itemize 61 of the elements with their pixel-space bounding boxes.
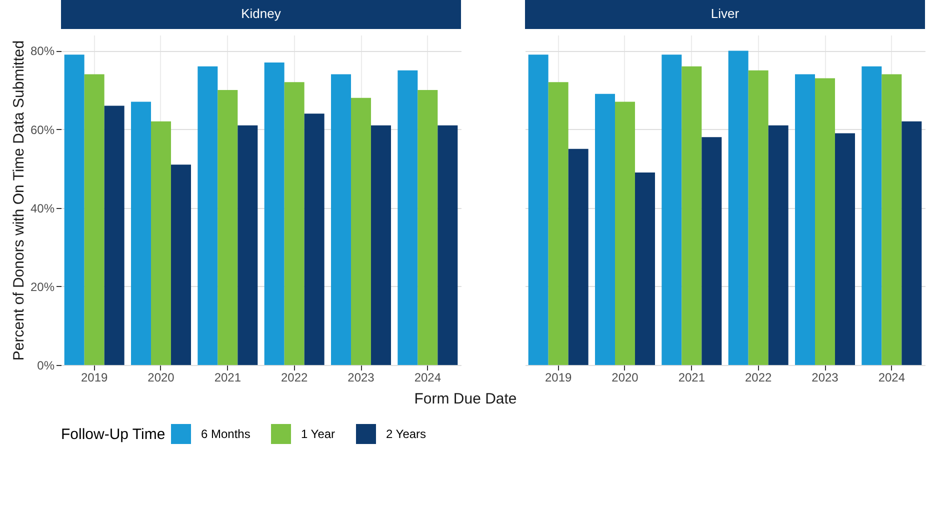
bar: [351, 98, 371, 365]
bar: [768, 125, 788, 365]
bar: [815, 78, 835, 365]
x-axis-title: Form Due Date: [414, 390, 517, 408]
bar: [304, 114, 324, 365]
x-tick-label: 2021: [214, 370, 242, 384]
bar: [64, 54, 84, 365]
x-tick-label: 2022: [280, 370, 308, 384]
bar: [902, 121, 922, 365]
bar: [284, 82, 304, 365]
x-tick-label: 2024: [878, 370, 906, 384]
bar: [728, 50, 748, 365]
bar: [595, 94, 615, 365]
bar: [418, 90, 438, 365]
bar: [398, 70, 418, 365]
bar: [795, 74, 815, 365]
y-tick-label: 0%: [37, 358, 55, 372]
bar: [198, 66, 218, 365]
bar: [131, 102, 151, 365]
bar: [702, 137, 722, 365]
bar: [371, 125, 391, 365]
y-tick-label: 80%: [30, 44, 55, 58]
chart-title: Liver: [710, 6, 740, 21]
bar: [548, 82, 568, 365]
bar: [264, 62, 284, 365]
bar: [568, 148, 588, 365]
y-tick-label: 40%: [30, 201, 55, 216]
y-tick-label: 20%: [30, 280, 55, 294]
bar: [682, 66, 702, 365]
bar: [84, 74, 104, 365]
x-tick-label: 2024: [414, 370, 442, 384]
x-tick-label: 2020: [612, 370, 639, 384]
bar: [635, 172, 655, 365]
bar: [615, 102, 635, 365]
legend-title: Follow-Up Time: [61, 426, 166, 443]
y-axis-title: Percent of Donors with On Time Data Submitted: [10, 40, 28, 361]
bar: [862, 66, 882, 365]
bar: [218, 90, 238, 365]
bar: [882, 74, 902, 365]
x-tick-label: 2019: [80, 370, 108, 384]
x-tick-label: 2021: [678, 370, 706, 384]
x-tick-label: 2023: [348, 370, 375, 384]
bar: [104, 106, 124, 365]
x-tick-label: 2023: [812, 370, 839, 384]
x-tick-label: 2022: [744, 370, 772, 384]
bar: [662, 54, 682, 365]
legend-label: 6 Months: [201, 427, 250, 441]
x-tick-label: 2020: [148, 370, 175, 384]
bar: [238, 125, 258, 365]
legend-label: 1 Year: [301, 427, 336, 441]
bar: [331, 74, 351, 365]
legend-label: 2 Years: [386, 427, 426, 441]
bar: [835, 133, 855, 365]
chart-title: Kidney: [241, 6, 282, 21]
x-tick-label: 2019: [544, 370, 572, 384]
bar: [438, 125, 458, 365]
bar: [528, 54, 548, 365]
bar: [151, 121, 171, 365]
bar: [748, 70, 768, 365]
bar: [171, 164, 191, 365]
y-tick-label: 60%: [30, 122, 55, 137]
